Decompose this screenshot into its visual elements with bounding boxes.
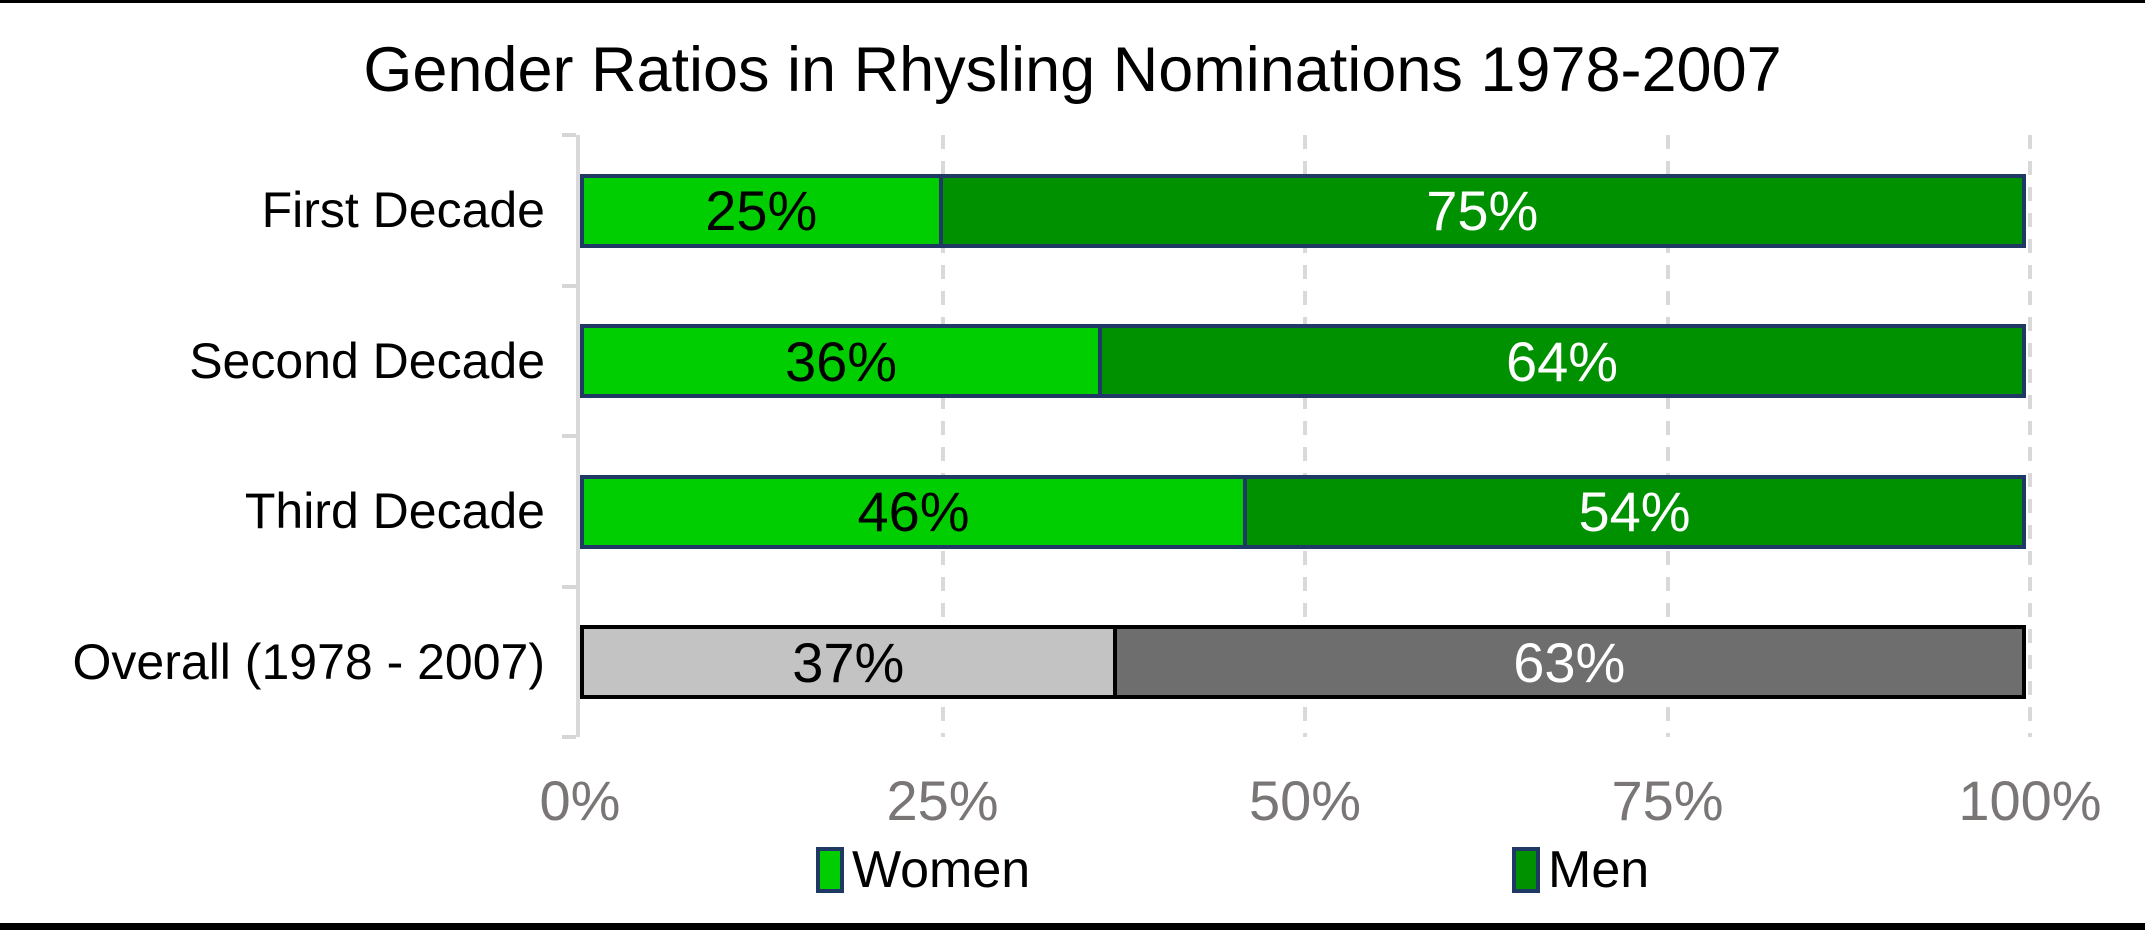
bar-segment-women: 46% — [580, 474, 1247, 549]
category-label: First Decade — [261, 182, 545, 239]
bar-value-label: 75% — [1426, 179, 1539, 242]
category-label: Overall (1978 - 2007) — [72, 633, 545, 690]
x-axis-label-75: 75% — [1611, 768, 1724, 832]
legend-swatch-men — [1512, 847, 1540, 893]
category-label: Second Decade — [189, 332, 545, 389]
y-axis-line — [576, 135, 580, 737]
axis-tick — [562, 584, 576, 589]
gridline-75 — [1665, 135, 1670, 737]
bar-value-label: 36% — [784, 329, 898, 393]
axis-tick — [562, 735, 576, 739]
bar-value-label: 37% — [792, 630, 905, 694]
gridline-50 — [1303, 135, 1307, 737]
category-label: Third Decade — [244, 483, 545, 540]
axis-tick — [562, 434, 576, 438]
bar-value-label: 46% — [857, 480, 970, 543]
bar-row: 37% 63% — [580, 625, 2030, 699]
bottom-border-bar — [0, 923, 2145, 930]
bar-value-label: 63% — [1513, 630, 1626, 694]
legend-swatch-women — [816, 847, 844, 893]
gridline-25 — [940, 135, 945, 737]
legend-item-women: Women — [816, 841, 1031, 899]
bar-segment-women: 37% — [580, 625, 1117, 699]
x-axis-label-0: 0% — [539, 768, 621, 832]
x-axis-label-25: 25% — [886, 768, 999, 832]
bar-segment-men: 54% — [1243, 474, 2026, 549]
bar-row: 36% 64% — [580, 324, 2030, 398]
bar-row: 25% 75% — [580, 173, 2030, 248]
bar-segment-women: 36% — [580, 324, 1102, 398]
bar-segment-men: 64% — [1098, 324, 2026, 398]
axis-tick — [562, 133, 576, 137]
legend-item-men: Men — [1512, 841, 1650, 899]
bar-segment-women: 25% — [580, 173, 943, 248]
legend-label: Men — [1548, 841, 1650, 899]
chart-title: Gender Ratios in Rhysling Nominations 19… — [363, 35, 1782, 105]
bar-value-label: 25% — [705, 179, 818, 242]
axis-tick — [562, 283, 576, 288]
bar-row: 46% 54% — [580, 474, 2030, 549]
x-axis-label-50: 50% — [1248, 768, 1362, 832]
bar-segment-men: 75% — [938, 173, 2026, 248]
gridline-100 — [2028, 135, 2032, 737]
legend-label: Women — [852, 841, 1031, 899]
top-border-bar — [0, 0, 2145, 3]
bar-segment-men: 63% — [1112, 625, 2026, 699]
bar-value-label: 64% — [1505, 329, 1619, 393]
x-axis-label-100: 100% — [1958, 768, 2102, 832]
bar-value-label: 54% — [1578, 480, 1691, 543]
